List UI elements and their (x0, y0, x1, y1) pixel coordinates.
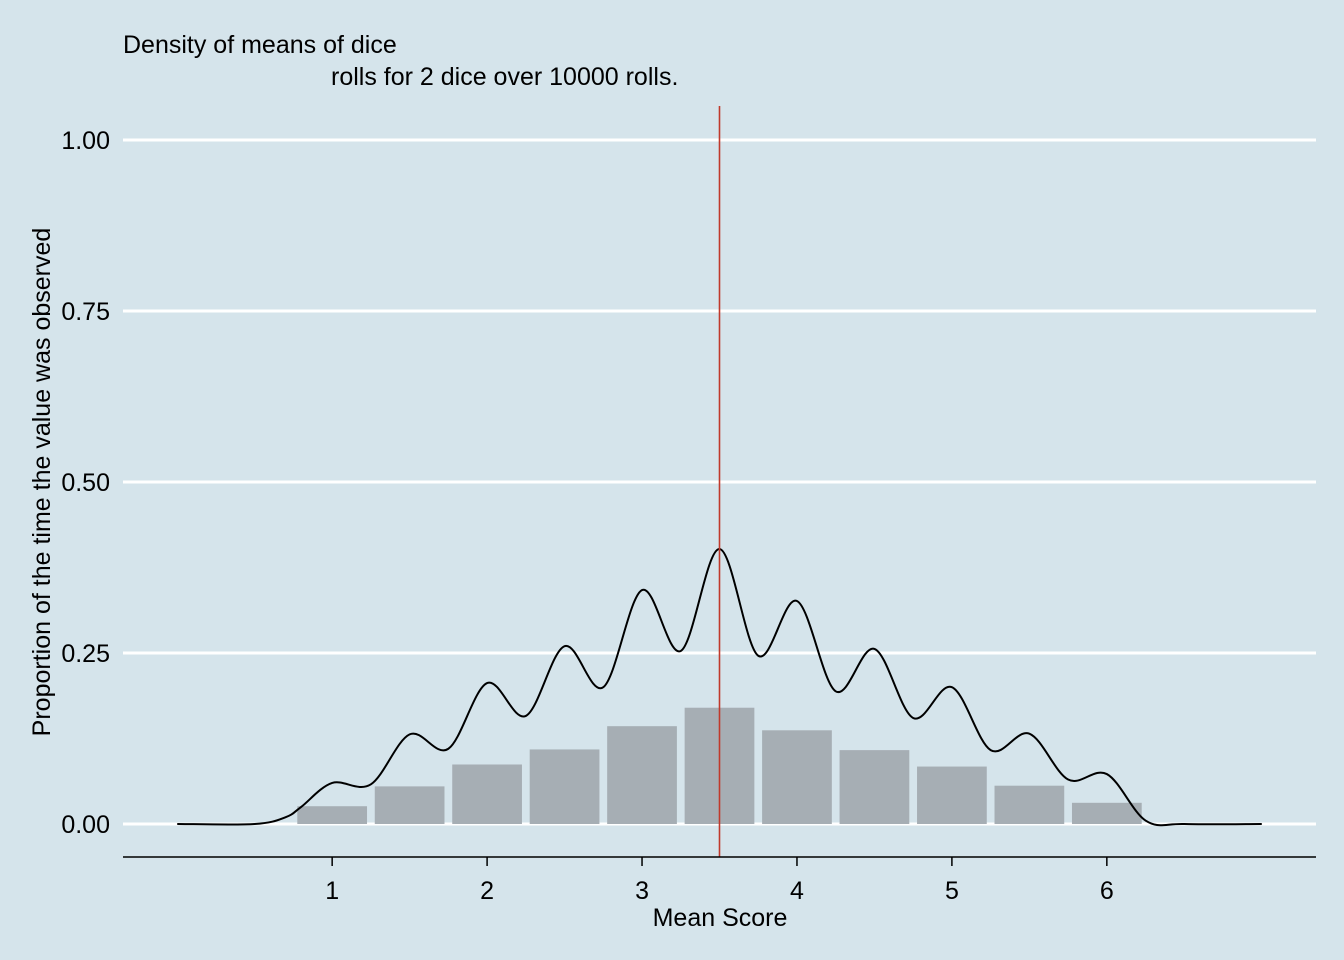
y-tick-label: 0.00 (61, 811, 110, 839)
bar (917, 766, 987, 824)
y-axis-title: Proportion of the time the value was obs… (28, 228, 56, 737)
bar (839, 750, 910, 824)
x-tick-labels: 1 2 3 4 5 6 (325, 877, 1114, 905)
density-curve-group (177, 548, 1262, 827)
chart-title-line-2: rolls for 2 dice over 10000 rolls. (331, 63, 678, 91)
x-tick-label: 2 (480, 877, 494, 905)
bar (994, 785, 1065, 824)
y-tick-label: 0.75 (61, 298, 110, 326)
y-tick-labels: 0.00 0.25 0.50 0.75 1.00 (61, 127, 110, 839)
y-tick-label: 1.00 (61, 127, 110, 155)
bar (762, 730, 832, 824)
x-tick-label: 5 (945, 877, 959, 905)
x-tick-label: 6 (1100, 877, 1114, 905)
bar (529, 749, 600, 824)
y-tick-label: 0.25 (61, 640, 110, 668)
density-curve (177, 548, 1262, 827)
bar (452, 764, 522, 824)
bars (297, 707, 1142, 824)
chart-title-line-1: Density of means of dice (123, 31, 397, 59)
bar (1071, 802, 1142, 824)
bar (607, 726, 677, 824)
y-tick-label: 0.50 (61, 469, 110, 497)
x-axis-title: Mean Score (653, 904, 788, 932)
x-tick-label: 3 (635, 877, 649, 905)
x-tick-label: 4 (790, 877, 804, 905)
x-axis (123, 856, 1316, 866)
bar (374, 786, 445, 824)
x-tick-label: 1 (325, 877, 339, 905)
bar (297, 806, 368, 824)
